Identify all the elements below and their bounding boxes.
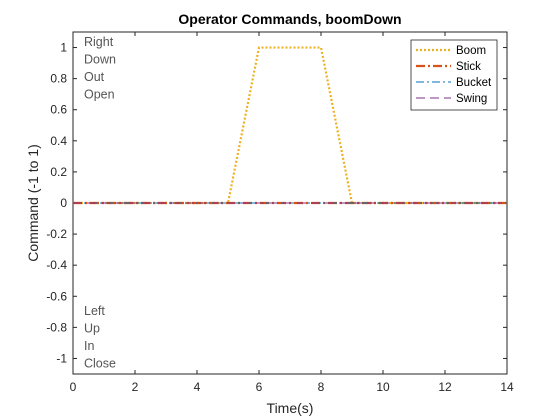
y-tick-label: 1 bbox=[60, 41, 67, 55]
annotation-top: Right bbox=[84, 35, 114, 49]
y-tick-label: -0.8 bbox=[46, 320, 67, 334]
y-tick-label: 0.2 bbox=[50, 165, 67, 179]
y-tick-label: -0.2 bbox=[46, 227, 67, 241]
legend-label-stick: Stick bbox=[456, 61, 481, 73]
y-tick-label: -1 bbox=[56, 351, 67, 365]
y-tick-label: 0.8 bbox=[50, 72, 67, 86]
x-tick-label: 0 bbox=[70, 380, 77, 394]
x-tick-label: 4 bbox=[194, 380, 201, 394]
annotation-bottom: Close bbox=[84, 357, 116, 371]
x-tick-label: 10 bbox=[376, 380, 390, 394]
y-tick-label: 0.4 bbox=[50, 134, 67, 148]
y-tick-label: -0.4 bbox=[46, 258, 67, 272]
annotations: Right Down Out Open Left Up In Close bbox=[84, 35, 116, 371]
y-tick-label: 0 bbox=[60, 196, 67, 210]
annotation-top: Down bbox=[84, 53, 116, 67]
legend-label-boom: Boom bbox=[456, 45, 486, 57]
x-tick-label: 8 bbox=[318, 380, 325, 394]
annotation-bottom: Up bbox=[84, 322, 100, 336]
y-tick-label: 0.6 bbox=[50, 103, 67, 117]
plot-series bbox=[73, 46, 507, 205]
legend-label-swing: Swing bbox=[456, 93, 487, 105]
chart-title: Operator Commands, boomDown bbox=[178, 11, 401, 27]
annotation-bottom: Left bbox=[84, 304, 105, 318]
y-tick-label: -0.6 bbox=[46, 289, 67, 303]
annotation-bottom: In bbox=[84, 339, 94, 353]
annotation-top: Out bbox=[84, 70, 105, 84]
legend-label-bucket: Bucket bbox=[456, 77, 492, 89]
legend-box bbox=[410, 39, 498, 111]
legend: Boom Stick Bucket Swing bbox=[410, 39, 498, 111]
y-axis-label: Command (-1 to 1) bbox=[25, 144, 41, 261]
x-tick-label: 2 bbox=[132, 380, 139, 394]
x-tick-label: 12 bbox=[438, 380, 452, 394]
x-tick-label: 6 bbox=[256, 380, 263, 394]
annotation-top: Open bbox=[84, 88, 115, 102]
x-axis-label: Time(s) bbox=[267, 400, 314, 416]
x-tick-label: 14 bbox=[500, 380, 514, 394]
